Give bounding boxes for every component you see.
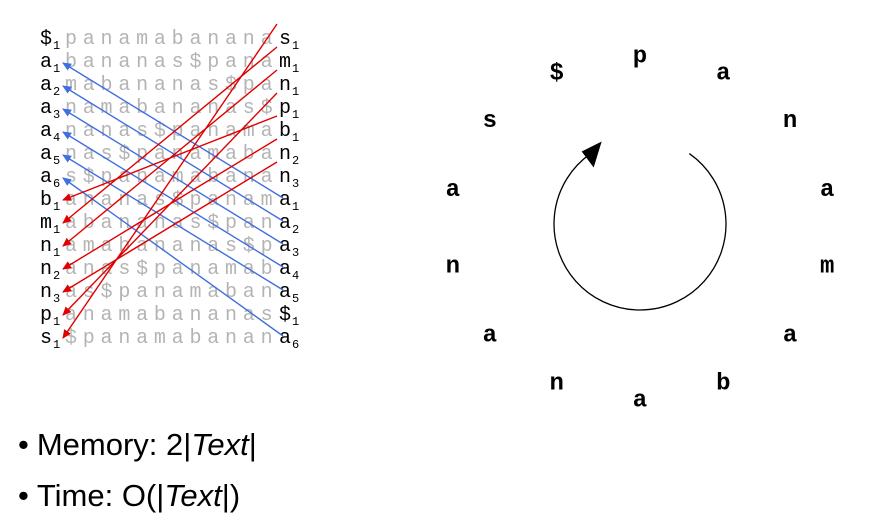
first-column-rank: 2 <box>53 269 60 283</box>
lf-mapping-blue-arrow <box>62 131 284 268</box>
first-column-char: n <box>40 258 52 281</box>
last-column-char: n <box>279 166 291 189</box>
first-column-char: a <box>40 166 52 189</box>
first-column-char: a <box>40 74 52 97</box>
cycle-letter: n <box>783 108 797 135</box>
first-column-char: s <box>40 327 52 350</box>
first-column-char: p <box>40 304 52 327</box>
lf-mapping-blue-arrow <box>62 85 284 222</box>
last-column-rank: 5 <box>292 292 299 306</box>
cycle-letter: m <box>820 254 834 281</box>
bullet-dot: • <box>18 427 29 462</box>
last-column-char: a <box>279 327 291 350</box>
lf-mapping-blue-arrow <box>62 154 284 291</box>
last-column-char: p <box>279 97 291 120</box>
cycle-letter: a <box>633 387 647 414</box>
last-column-char: a <box>279 258 291 281</box>
first-column-rank: 6 <box>53 177 60 191</box>
cycle-arrowhead <box>581 141 602 168</box>
time-bullet: • Time: O(|Text|) <box>18 478 240 514</box>
first-column-rank: 4 <box>53 131 60 145</box>
last-column-rank: 2 <box>292 223 299 237</box>
first-column-char: m <box>40 212 52 235</box>
first-column-rank: 1 <box>53 200 60 214</box>
first-column-rank: 1 <box>53 223 60 237</box>
cycle-letter: s <box>483 108 497 135</box>
lf-mapping-red-arrow <box>62 115 278 201</box>
first-column-rank: 3 <box>53 292 60 306</box>
first-column-char: n <box>40 281 52 304</box>
bwt-matrix-diagram: $1a1a2a3a4a5a6b1m1n1n2n3p1s1panamabanana… <box>40 23 299 352</box>
lf-mapping-red-arrow <box>62 161 278 293</box>
first-column-rank: 3 <box>53 108 60 122</box>
cycle-letter: n <box>446 254 460 281</box>
cycle-letter: a <box>716 60 730 87</box>
time-text-italic: Text <box>164 478 222 513</box>
first-column-rank: 2 <box>53 85 60 99</box>
first-column-rank: 1 <box>53 39 60 53</box>
last-column-char: b <box>279 120 291 143</box>
memory-text-suffix: | <box>248 427 257 462</box>
last-column-char: a <box>279 281 291 304</box>
last-column-char: n <box>279 143 291 166</box>
last-column-rank: 1 <box>292 108 299 122</box>
last-column-char: n <box>279 74 291 97</box>
last-column-rank: 4 <box>292 269 299 283</box>
last-column-rank: 1 <box>292 200 299 214</box>
cycle-letter: b <box>716 370 730 397</box>
last-column-rank: 1 <box>292 85 299 99</box>
cycle-letter: a <box>446 177 460 204</box>
last-column-rank: 3 <box>292 177 299 191</box>
last-column-rank: 6 <box>292 338 299 352</box>
last-column-char: m <box>279 51 291 74</box>
first-column-char: a <box>40 97 52 120</box>
last-column-rank: 1 <box>292 39 299 53</box>
first-column-rank: 1 <box>53 338 60 352</box>
cycle-letter: $ <box>549 60 563 87</box>
cycle-letter: p <box>633 43 647 70</box>
memory-text-prefix: Memory: 2| <box>36 427 192 462</box>
first-column-char: a <box>40 51 52 74</box>
cycle-arc <box>553 153 727 311</box>
last-column-rank: 1 <box>292 62 299 76</box>
first-column-char: b <box>40 189 52 212</box>
first-column-char: n <box>40 235 52 258</box>
cycle-letter: a <box>820 177 834 204</box>
first-column-char: $ <box>40 28 52 51</box>
last-column-rank: 2 <box>292 154 299 168</box>
memory-bullet: • Memory: 2|Text| <box>18 427 257 463</box>
lf-mapping-blue-arrow <box>62 62 284 199</box>
cycle-letter: a <box>483 323 497 350</box>
first-column-rank: 1 <box>53 62 60 76</box>
last-column-rank: 1 <box>292 131 299 145</box>
time-text-prefix: Time: O(| <box>36 478 165 513</box>
last-column-char: a <box>279 212 291 235</box>
lf-mapping-blue-arrow <box>62 177 284 337</box>
last-column-char: a <box>279 235 291 258</box>
first-column-rank: 1 <box>53 246 60 260</box>
cycle-letter: a <box>783 323 797 350</box>
bullet-dot: • <box>18 478 29 513</box>
last-column-char: s <box>279 28 291 51</box>
last-column-rank: 3 <box>292 246 299 260</box>
last-column-char: $ <box>279 304 291 327</box>
last-column-char: a <box>279 189 291 212</box>
first-column-char: a <box>40 120 52 143</box>
time-text-suffix: |) <box>221 478 241 513</box>
last-column-rank: 1 <box>292 315 299 329</box>
cycle-letter: n <box>549 370 563 397</box>
first-column-rank: 1 <box>53 315 60 329</box>
lf-mapping-red-arrow <box>62 46 278 224</box>
lf-mapping-red-arrow <box>62 138 278 270</box>
first-column-char: a <box>40 143 52 166</box>
first-column-rank: 5 <box>53 154 60 168</box>
memory-text-italic: Text <box>191 427 249 462</box>
